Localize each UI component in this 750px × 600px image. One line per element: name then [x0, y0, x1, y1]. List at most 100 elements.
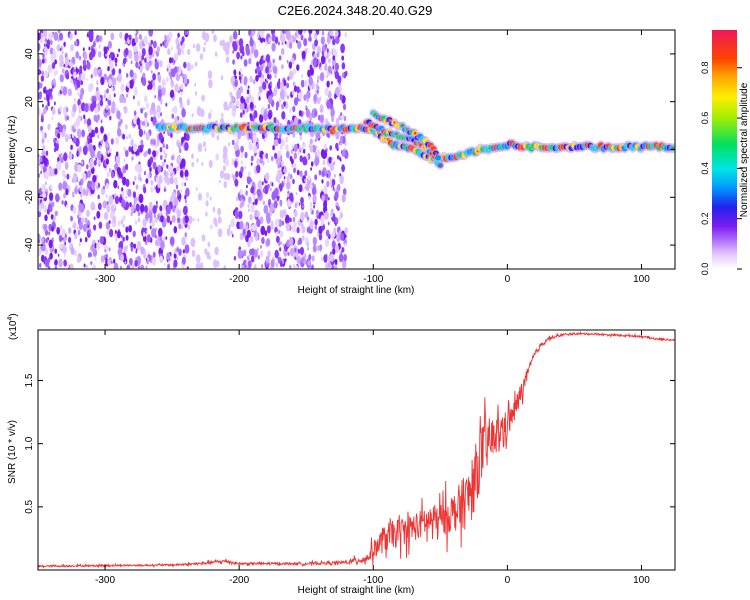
noise-speckle: [338, 253, 344, 263]
noise-speckle: [75, 51, 80, 59]
noise-speckle: [158, 240, 161, 246]
noise-speckle: [78, 152, 81, 156]
noise-speckle: [248, 57, 252, 65]
snr-multiplier-exp: 4: [7, 317, 14, 321]
noise-speckle: [289, 247, 294, 257]
noise-speckle: [313, 204, 315, 209]
noise-speckle: [278, 55, 282, 61]
noise-speckle: [42, 133, 45, 139]
noise-speckle: [152, 251, 156, 258]
noise-speckle: [165, 236, 168, 240]
noise-speckle: [146, 229, 149, 234]
noise-speckle: [141, 54, 145, 61]
noise-speckle: [151, 102, 156, 112]
noise-speckle: [41, 70, 44, 76]
noise-speckle: [168, 57, 173, 64]
noise-speckle: [263, 38, 266, 43]
noise-speckle: [240, 166, 244, 173]
noise-speckle: [201, 234, 206, 242]
noise-speckle: [152, 84, 156, 92]
noise-speckle: [67, 88, 72, 97]
noise-speckle: [106, 229, 109, 235]
noise-speckle: [320, 54, 326, 65]
noise-speckle: [108, 247, 111, 252]
noise-speckle: [260, 244, 262, 249]
noise-speckle: [117, 127, 122, 137]
noise-speckle: [258, 96, 261, 101]
noise-speckle: [178, 90, 180, 94]
noise-speckle: [152, 150, 157, 158]
noise-speckle: [144, 57, 147, 63]
noise-speckle: [316, 232, 320, 237]
noise-speckle: [206, 192, 210, 199]
noise-speckle: [128, 146, 132, 153]
snr-xtick-label: 0: [505, 575, 511, 586]
noise-speckle: [47, 64, 53, 74]
noise-speckle: [249, 113, 253, 119]
noise-speckle: [310, 161, 314, 167]
noise-speckle: [339, 173, 342, 177]
noise-speckle: [286, 193, 289, 198]
noise-speckle: [298, 202, 301, 206]
noise-speckle: [115, 237, 118, 242]
noise-speckle: [336, 205, 338, 210]
noise-speckle: [285, 117, 288, 122]
noise-speckle: [267, 158, 270, 163]
noise-speckle: [259, 59, 263, 66]
noise-speckle: [240, 160, 243, 165]
noise-speckle: [176, 165, 180, 172]
noise-speckle: [132, 181, 135, 186]
noise-speckle: [257, 91, 261, 98]
noise-speckle: [281, 103, 285, 110]
noise-speckle: [332, 38, 336, 46]
noise-speckle: [59, 61, 63, 68]
noise-speckle: [204, 248, 208, 255]
noise-speckle: [223, 172, 228, 181]
noise-speckle: [68, 152, 73, 161]
noise-speckle: [308, 190, 310, 194]
noise-speckle: [332, 58, 337, 67]
noise-speckle: [323, 205, 328, 214]
noise-speckle: [73, 71, 77, 79]
noise-speckle: [248, 141, 253, 151]
noise-speckle: [44, 259, 50, 268]
noise-speckle: [299, 170, 303, 178]
noise-speckle: [41, 183, 46, 193]
noise-speckle: [323, 185, 328, 194]
noise-speckle: [277, 164, 280, 169]
noise-speckle: [42, 103, 44, 108]
noise-speckle: [334, 258, 338, 266]
noise-speckle: [214, 221, 218, 228]
noise-speckle: [98, 69, 100, 73]
noise-speckle: [100, 119, 103, 124]
noise-speckle: [341, 55, 345, 61]
noise-speckle: [97, 194, 100, 200]
noise-speckle: [231, 139, 235, 146]
noise-speckle: [278, 78, 281, 83]
noise-speckle: [310, 207, 313, 213]
noise-speckle: [48, 239, 53, 249]
noise-speckle: [146, 234, 151, 243]
noise-speckle: [140, 69, 142, 74]
noise-speckle: [166, 178, 169, 184]
noise-speckle: [40, 75, 45, 82]
noise-speckle: [281, 220, 285, 226]
noise-speckle: [149, 156, 154, 164]
noise-speckle: [57, 253, 60, 257]
noise-speckle: [181, 36, 185, 43]
noise-speckle: [52, 48, 56, 54]
noise-speckle: [314, 138, 317, 143]
noise-speckle: [324, 193, 329, 202]
noise-speckle: [295, 191, 298, 196]
noise-speckle: [83, 263, 86, 268]
noise-speckle: [121, 234, 123, 239]
noise-speckle: [83, 118, 87, 125]
noise-speckle: [194, 82, 197, 87]
noise-speckle: [171, 215, 176, 223]
noise-speckle: [239, 67, 242, 73]
noise-speckle: [252, 134, 257, 144]
noise-speckle: [333, 188, 336, 192]
noise-speckle: [159, 255, 163, 262]
noise-speckle: [160, 112, 162, 117]
noise-speckle: [212, 206, 216, 213]
